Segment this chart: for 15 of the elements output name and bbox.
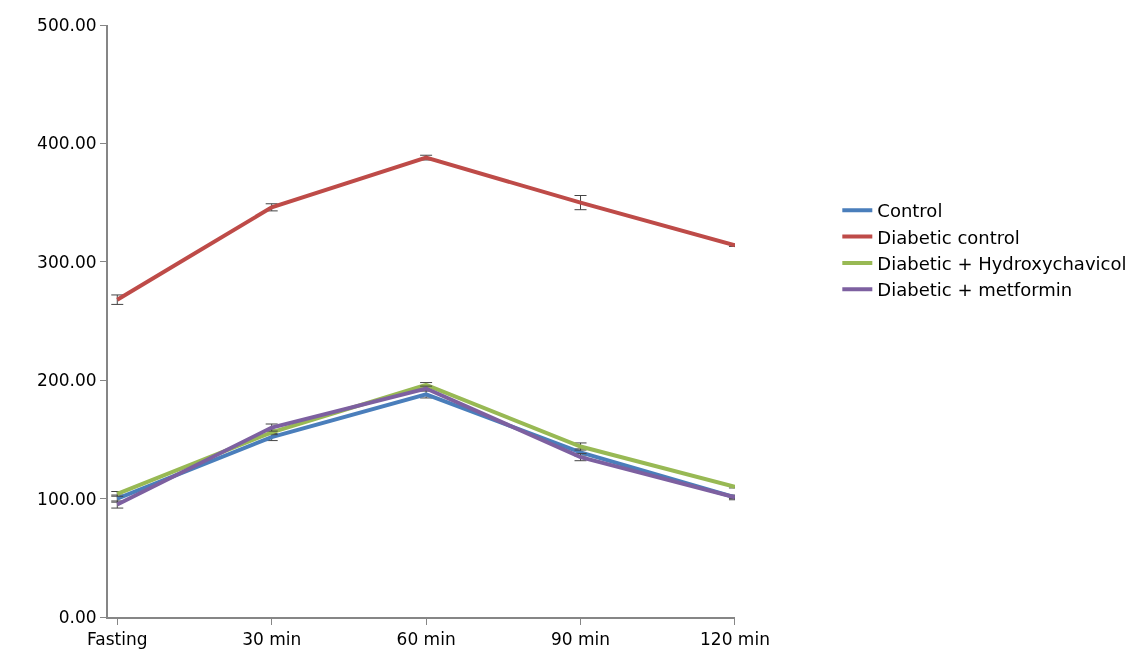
legend-label: Diabetic control xyxy=(877,226,1020,248)
y-tick-label: 200.00 xyxy=(37,370,97,391)
x-tick-label: 90 min xyxy=(550,629,611,650)
legend-label: Control xyxy=(877,200,943,222)
x-tick-label: 120 min xyxy=(700,629,770,650)
y-tick-label: 300.00 xyxy=(37,251,97,272)
y-tick-label: 500.00 xyxy=(37,14,97,35)
y-tick-label: 100.00 xyxy=(37,488,97,509)
x-tick-label: 60 min xyxy=(396,629,456,650)
legend-label: Diabetic + metformin xyxy=(877,279,1073,301)
x-tick-label: 30 min xyxy=(242,629,302,650)
y-tick-label: 400.00 xyxy=(37,133,97,154)
y-tick-label: 0.00 xyxy=(58,606,97,627)
x-tick-label: Fasting xyxy=(87,629,148,650)
legend-label: Diabetic + Hydroxychavicol xyxy=(877,252,1127,274)
